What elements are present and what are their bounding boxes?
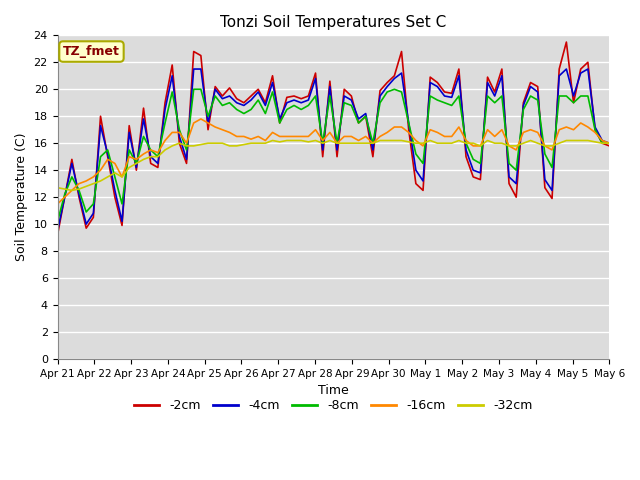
Text: TZ_fmet: TZ_fmet (63, 45, 120, 58)
X-axis label: Time: Time (318, 384, 349, 397)
Y-axis label: Soil Temperature (C): Soil Temperature (C) (15, 133, 28, 262)
Title: Tonzi Soil Temperatures Set C: Tonzi Soil Temperatures Set C (220, 15, 447, 30)
Legend: -2cm, -4cm, -8cm, -16cm, -32cm: -2cm, -4cm, -8cm, -16cm, -32cm (129, 395, 538, 418)
